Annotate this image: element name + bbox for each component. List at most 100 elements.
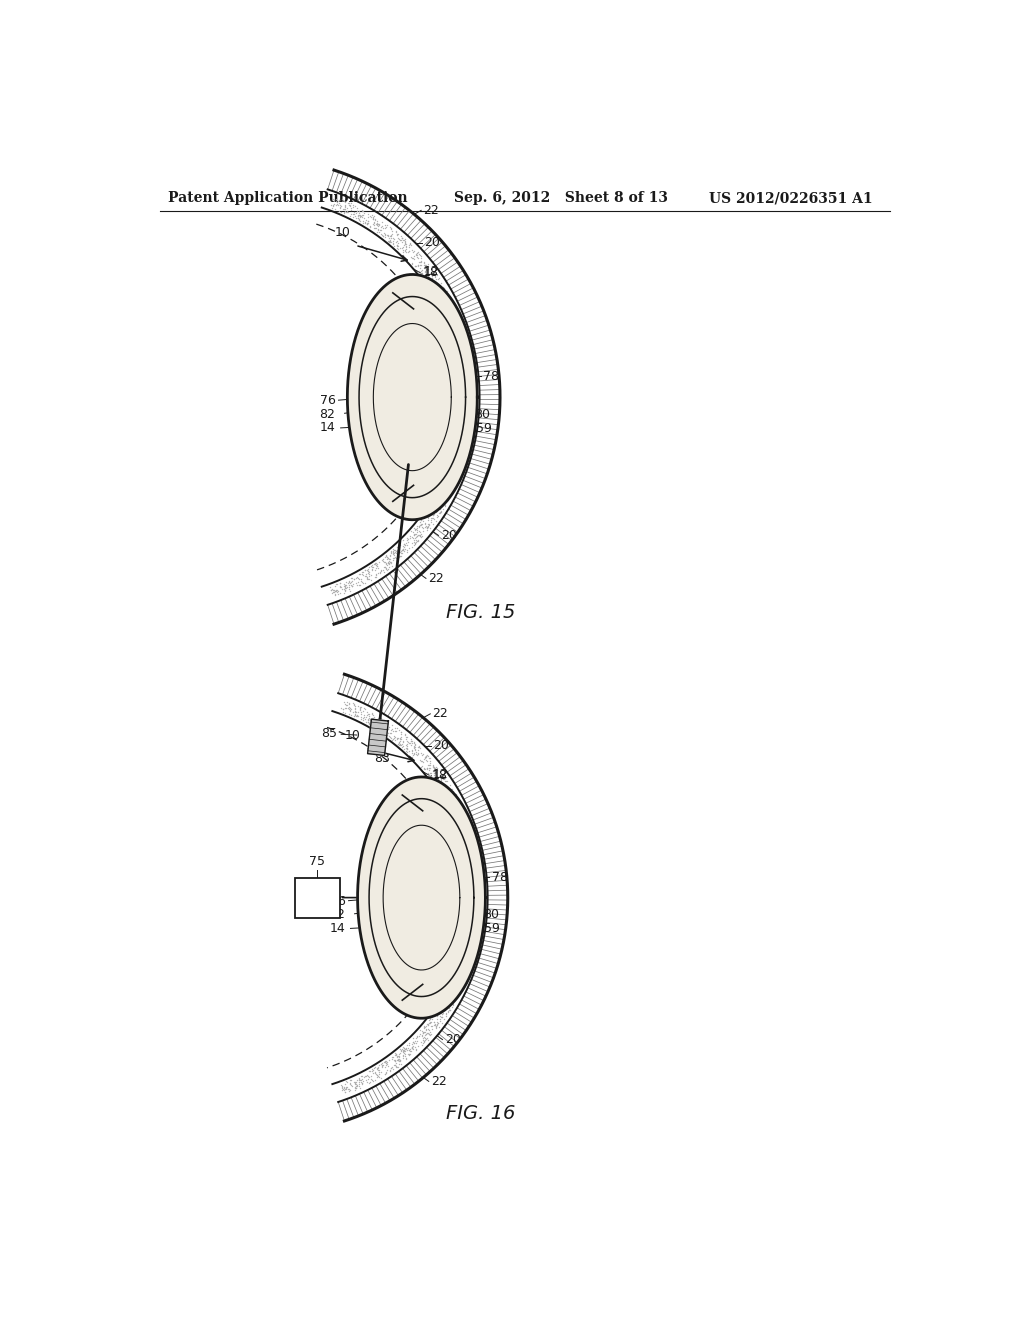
Point	[460, 929, 476, 950]
Point	[468, 913, 484, 935]
Point	[388, 1052, 404, 1073]
Point	[442, 293, 459, 314]
Point	[430, 1016, 446, 1038]
Point	[402, 729, 419, 750]
Point	[447, 982, 464, 1003]
Point	[468, 917, 484, 939]
Point	[439, 288, 456, 309]
Point	[399, 540, 416, 561]
Point	[383, 224, 399, 246]
Point	[327, 194, 343, 215]
Point	[458, 829, 474, 850]
Point	[459, 940, 475, 961]
Point	[463, 348, 479, 370]
Point	[431, 480, 447, 502]
Point	[393, 723, 410, 744]
Point	[468, 880, 484, 902]
Point	[445, 795, 462, 816]
Point	[324, 578, 340, 599]
Point	[422, 752, 438, 774]
Point	[461, 413, 477, 434]
Point	[407, 739, 423, 760]
Point	[417, 747, 433, 768]
Point	[452, 956, 468, 977]
Point	[352, 206, 369, 227]
Point	[417, 255, 433, 276]
Point	[378, 216, 394, 238]
Point	[443, 977, 460, 998]
Point	[389, 235, 406, 256]
Point	[458, 438, 474, 459]
Point	[348, 704, 365, 725]
Point	[407, 734, 423, 755]
Point	[391, 541, 408, 562]
Point	[359, 1069, 376, 1090]
Point	[450, 317, 466, 338]
Point	[466, 920, 482, 941]
Point	[409, 521, 425, 543]
Point	[416, 252, 432, 273]
Point	[428, 756, 444, 777]
Point	[361, 215, 378, 236]
Point	[404, 1036, 421, 1057]
Point	[447, 301, 464, 322]
Point	[446, 784, 463, 805]
Point	[467, 888, 483, 909]
Point	[432, 760, 449, 781]
Point	[364, 709, 380, 730]
Point	[364, 702, 380, 723]
Point	[406, 738, 422, 759]
Point	[472, 882, 488, 903]
Point	[366, 218, 382, 239]
Point	[462, 399, 478, 420]
Point	[447, 804, 464, 825]
Point	[362, 709, 379, 730]
Point	[450, 788, 466, 809]
Point	[470, 913, 486, 935]
Point	[455, 425, 471, 446]
Point	[457, 335, 473, 356]
Point	[326, 190, 342, 211]
Point	[408, 527, 424, 548]
Point	[387, 1051, 403, 1072]
Point	[379, 224, 395, 246]
Point	[460, 854, 476, 875]
Point	[401, 733, 418, 754]
Point	[464, 909, 480, 931]
Point	[466, 375, 482, 396]
Point	[469, 870, 485, 891]
Point	[432, 766, 449, 787]
Point	[324, 579, 340, 601]
Point	[440, 479, 457, 500]
Point	[431, 503, 447, 524]
Point	[410, 743, 426, 764]
Point	[378, 717, 394, 738]
Point	[460, 824, 476, 845]
Point	[468, 916, 484, 937]
Point	[464, 871, 480, 892]
Point	[425, 755, 441, 776]
Point	[393, 230, 410, 251]
Text: 12: 12	[433, 768, 449, 780]
Point	[447, 442, 464, 463]
Point	[385, 729, 401, 750]
Point	[451, 793, 467, 814]
Point	[455, 414, 471, 436]
Point	[370, 218, 386, 239]
Point	[345, 693, 361, 714]
Point	[449, 319, 465, 341]
Point	[389, 1049, 406, 1071]
Point	[414, 263, 430, 284]
Point	[369, 564, 385, 585]
Point	[358, 711, 375, 733]
Point	[389, 536, 406, 557]
Point	[428, 762, 444, 783]
Point	[463, 829, 479, 850]
Point	[399, 527, 416, 548]
Point	[391, 1043, 408, 1064]
Point	[329, 579, 345, 601]
Point	[429, 486, 445, 507]
Point	[336, 202, 352, 223]
Point	[351, 1069, 368, 1090]
Point	[382, 230, 398, 251]
